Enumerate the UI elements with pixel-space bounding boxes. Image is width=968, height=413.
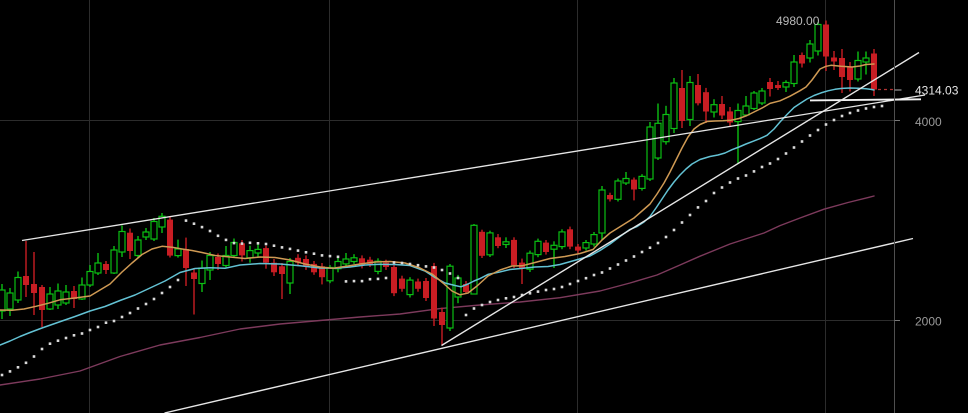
svg-text:4980.00: 4980.00 xyxy=(776,14,820,28)
svg-text:2000: 2000 xyxy=(915,315,942,329)
svg-text:4314.03: 4314.03 xyxy=(915,84,959,98)
svg-text:4000: 4000 xyxy=(915,115,942,129)
